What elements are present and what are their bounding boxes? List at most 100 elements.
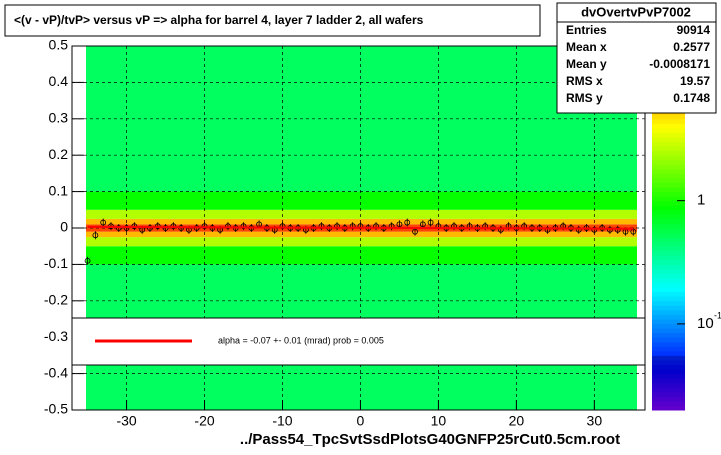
stats-value: 0.1748 bbox=[673, 91, 710, 105]
palette-step bbox=[652, 373, 685, 379]
y-tick-label: 0.4 bbox=[49, 73, 69, 89]
palette-step bbox=[652, 150, 685, 156]
profile-point bbox=[279, 223, 286, 230]
palette-step bbox=[652, 250, 685, 256]
palette-step bbox=[652, 137, 685, 143]
palette-step bbox=[652, 132, 685, 138]
palette-step bbox=[652, 228, 685, 234]
heatmap-cell bbox=[86, 191, 637, 210]
palette-step bbox=[652, 396, 685, 402]
y-tick-label: 0.2 bbox=[49, 146, 69, 162]
palette-step bbox=[652, 268, 685, 274]
profile-point bbox=[544, 226, 551, 233]
palette-step bbox=[652, 382, 685, 388]
stats-name: RMS y bbox=[566, 91, 603, 105]
palette-step bbox=[652, 141, 685, 147]
z-tick-label: 10 bbox=[697, 315, 714, 332]
palette-step bbox=[652, 346, 685, 352]
x-tick-label: 30 bbox=[587, 413, 603, 429]
palette-step bbox=[652, 359, 685, 365]
x-tick-label: 20 bbox=[509, 413, 525, 429]
profile-point bbox=[201, 223, 208, 230]
profile-point bbox=[575, 226, 582, 233]
palette-step bbox=[652, 287, 685, 293]
palette-step bbox=[652, 155, 685, 161]
x-tick-label: -20 bbox=[194, 413, 214, 429]
palette-step bbox=[652, 296, 685, 302]
profile-point bbox=[607, 226, 613, 233]
y-tick-label: -0.2 bbox=[44, 292, 68, 308]
z-tick-label: 1 bbox=[697, 192, 705, 209]
heatmap-cell bbox=[86, 218, 637, 225]
profile-point bbox=[170, 223, 177, 230]
stats-value: 19.57 bbox=[680, 74, 710, 88]
palette-step bbox=[652, 300, 685, 306]
stats-value: 0.2577 bbox=[673, 40, 710, 54]
y-tick-label: 0 bbox=[60, 219, 68, 235]
palette-step bbox=[652, 319, 685, 325]
palette-step bbox=[652, 114, 685, 120]
palette-step bbox=[652, 341, 685, 347]
palette-step bbox=[652, 187, 685, 193]
x-tick-label: 0 bbox=[357, 413, 365, 429]
profile-point bbox=[630, 228, 637, 235]
palette-step bbox=[652, 337, 685, 343]
profile-point bbox=[92, 232, 99, 239]
palette-step bbox=[652, 173, 685, 179]
palette-step bbox=[652, 196, 685, 202]
palette-step bbox=[652, 391, 685, 397]
palette-step bbox=[652, 223, 685, 229]
chart-title: <(v - vP)/tvP> versus vP => alpha for ba… bbox=[14, 13, 424, 27]
palette-step bbox=[652, 405, 685, 411]
palette-step bbox=[652, 159, 685, 165]
x-tick-label: -10 bbox=[272, 413, 292, 429]
fit-line bbox=[87, 225, 634, 230]
palette-step bbox=[652, 305, 685, 311]
y-tick-label: 0.1 bbox=[49, 182, 69, 198]
palette-step bbox=[652, 182, 685, 188]
palette-step bbox=[652, 282, 685, 288]
palette-step bbox=[652, 350, 685, 356]
palette-step bbox=[652, 387, 685, 393]
stats-title: dvOvertvPvP7002 bbox=[581, 4, 691, 19]
palette-step bbox=[652, 232, 685, 238]
palette-step bbox=[652, 264, 685, 270]
palette-step bbox=[652, 241, 685, 247]
profile-point bbox=[412, 228, 418, 235]
heatmap-cell bbox=[86, 246, 637, 265]
heatmap-cell bbox=[86, 237, 637, 247]
profile-point bbox=[614, 226, 621, 233]
palette-step bbox=[652, 355, 685, 361]
heatmap-cell bbox=[86, 231, 637, 238]
palette-step bbox=[652, 259, 685, 265]
title-box bbox=[4, 4, 541, 37]
stats-name: Entries bbox=[566, 23, 607, 37]
palette-step bbox=[652, 209, 685, 215]
palette-step bbox=[652, 328, 685, 334]
palette-step bbox=[652, 118, 685, 124]
profile-point bbox=[240, 223, 247, 230]
palette-step bbox=[652, 291, 685, 297]
profile-point bbox=[427, 219, 434, 226]
palette-step bbox=[652, 218, 685, 224]
profile-point bbox=[404, 219, 411, 226]
palette-step bbox=[652, 214, 685, 220]
y-tick-label: -0.1 bbox=[44, 255, 68, 271]
palette-step bbox=[652, 323, 685, 329]
y-tick-label: 0.3 bbox=[49, 110, 69, 126]
x-tick-label: 10 bbox=[431, 413, 447, 429]
palette-step bbox=[652, 400, 685, 406]
palette-step bbox=[652, 205, 685, 211]
profile-point bbox=[396, 221, 403, 228]
stats-value: 90914 bbox=[677, 23, 711, 37]
palette-step bbox=[652, 332, 685, 338]
profile-point bbox=[591, 226, 598, 233]
profile-point bbox=[84, 257, 91, 264]
palette-step bbox=[652, 309, 685, 315]
stats-name: RMS x bbox=[566, 74, 603, 88]
z-tick-exponent: -1 bbox=[714, 310, 721, 320]
profile-point bbox=[419, 221, 426, 228]
palette-step bbox=[652, 255, 685, 261]
stats-box bbox=[556, 2, 717, 114]
